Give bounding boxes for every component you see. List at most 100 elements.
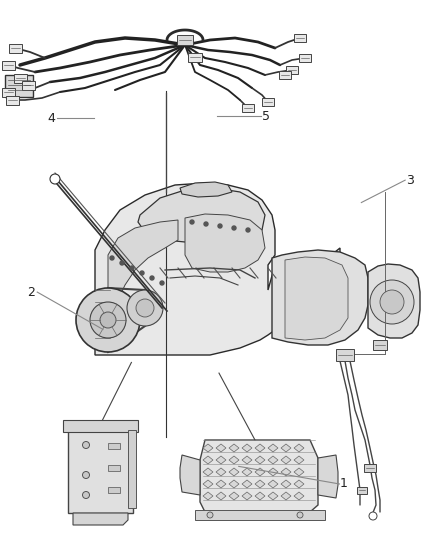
Polygon shape [268,480,278,488]
Polygon shape [268,444,278,452]
Bar [63,420,138,432]
Polygon shape [229,480,239,488]
Polygon shape [216,444,226,452]
Polygon shape [180,182,232,197]
Circle shape [370,280,414,324]
Circle shape [76,288,140,352]
Polygon shape [242,468,252,476]
Bar [6,95,18,104]
Polygon shape [281,492,291,500]
Circle shape [246,228,250,232]
Polygon shape [203,444,213,452]
Text: 3: 3 [406,174,413,187]
Circle shape [218,224,222,228]
Polygon shape [95,183,340,355]
Bar [279,71,291,79]
Text: 2: 2 [28,286,35,298]
Circle shape [100,312,116,328]
Polygon shape [203,468,213,476]
Bar [364,464,376,472]
Bar [8,44,21,52]
Bar [188,52,202,61]
Bar [1,61,14,69]
Polygon shape [294,456,304,464]
Circle shape [160,281,164,285]
Bar [262,98,274,106]
Circle shape [120,261,124,265]
Circle shape [232,226,236,230]
Bar [294,34,306,42]
Polygon shape [242,444,252,452]
Circle shape [140,271,144,275]
Polygon shape [180,455,200,495]
Bar [242,104,254,112]
Polygon shape [73,513,128,525]
Bar [195,510,325,520]
Polygon shape [294,480,304,488]
Circle shape [127,290,163,326]
Polygon shape [242,480,252,488]
Bar [357,487,367,494]
Polygon shape [268,492,278,500]
Bar [108,443,120,449]
Polygon shape [281,456,291,464]
Bar [177,35,193,45]
Polygon shape [229,444,239,452]
Bar [108,465,120,471]
Circle shape [207,512,213,518]
Circle shape [150,276,154,280]
Circle shape [297,512,303,518]
Circle shape [204,222,208,226]
Polygon shape [242,492,252,500]
Polygon shape [368,264,420,338]
Circle shape [50,174,60,184]
Polygon shape [216,468,226,476]
Polygon shape [294,444,304,452]
Polygon shape [185,214,265,272]
Polygon shape [216,456,226,464]
Bar [1,87,14,96]
Polygon shape [229,456,239,464]
Polygon shape [272,250,368,345]
Polygon shape [200,440,318,512]
Circle shape [190,220,194,224]
Polygon shape [138,188,265,243]
Polygon shape [255,492,265,500]
Polygon shape [285,257,348,340]
Circle shape [82,491,89,498]
Text: 4: 4 [48,112,56,125]
Polygon shape [268,456,278,464]
Polygon shape [216,492,226,500]
Polygon shape [203,480,213,488]
Polygon shape [255,444,265,452]
Bar [14,74,27,83]
Bar [128,430,136,508]
Polygon shape [294,468,304,476]
Polygon shape [255,456,265,464]
Polygon shape [108,220,178,300]
Bar [373,340,387,350]
Bar [286,66,298,74]
Bar [68,425,133,513]
Polygon shape [255,480,265,488]
Bar [336,349,354,361]
Circle shape [82,441,89,448]
Polygon shape [255,468,265,476]
Text: 1: 1 [340,478,348,490]
Text: 5: 5 [262,110,270,123]
Bar [5,75,33,97]
Polygon shape [229,468,239,476]
Polygon shape [229,492,239,500]
Circle shape [82,472,89,479]
Circle shape [380,290,404,314]
Circle shape [110,256,114,260]
Polygon shape [203,492,213,500]
Polygon shape [242,456,252,464]
Bar [21,80,35,90]
Circle shape [130,266,134,270]
Circle shape [136,299,154,317]
Polygon shape [281,444,291,452]
Polygon shape [216,480,226,488]
Bar [108,487,120,493]
Bar [299,54,311,62]
